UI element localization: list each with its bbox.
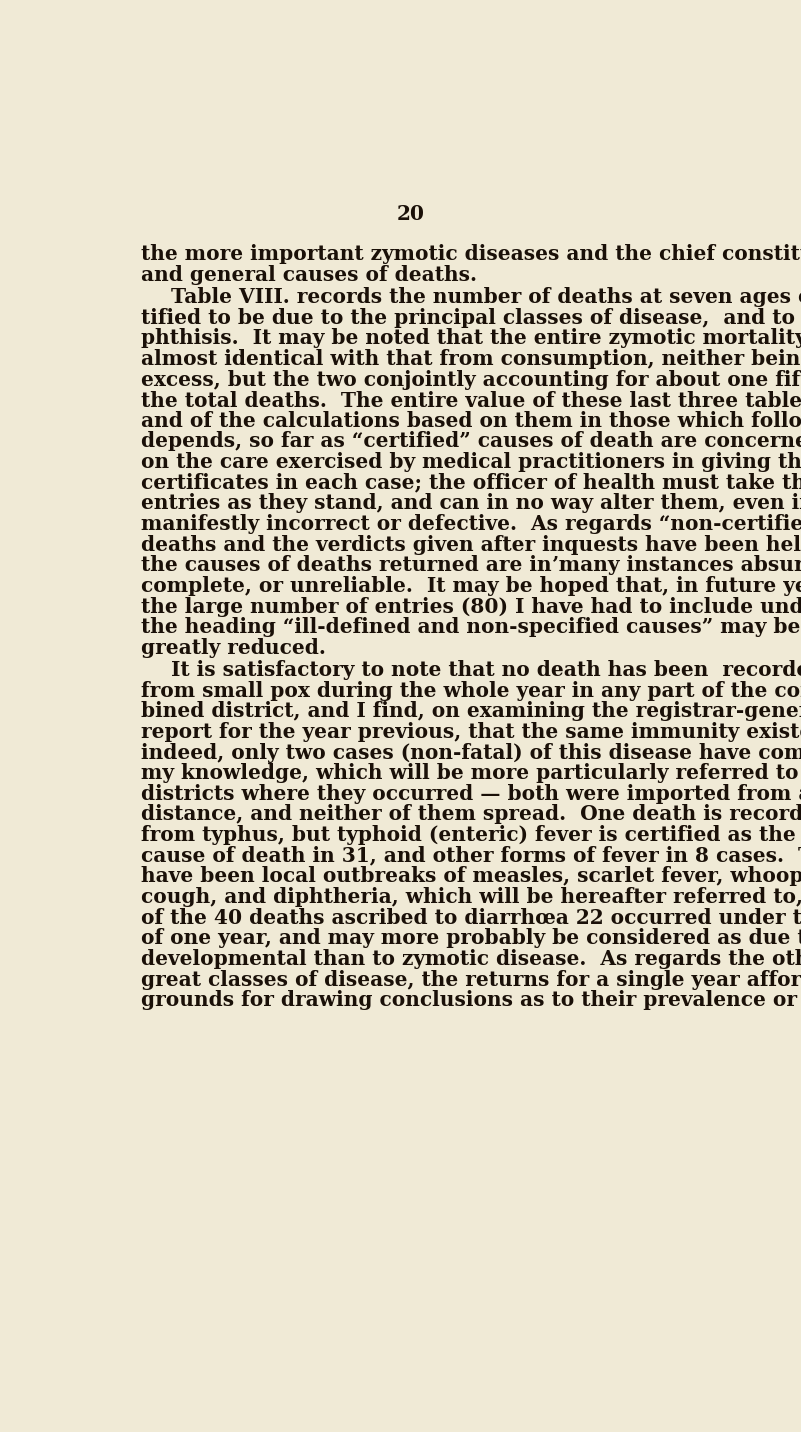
Text: It is satisfactory to note that no death has been  recorded: It is satisfactory to note that no death… [171, 660, 801, 680]
Text: Table VIII. records the number of deaths at seven ages cer-: Table VIII. records the number of deaths… [171, 286, 801, 306]
Text: certificates in each case; the officer of health must take the: certificates in each case; the officer o… [141, 473, 801, 493]
Text: 20: 20 [396, 205, 425, 225]
Text: cause of death in 31, and other forms of fever in 8 cases.  There: cause of death in 31, and other forms of… [141, 846, 801, 866]
Text: and of the calculations based on them in those which follow,: and of the calculations based on them in… [141, 411, 801, 431]
Text: developmental than to zymotic disease.  As regards the other: developmental than to zymotic disease. A… [141, 949, 801, 969]
Text: the total deaths.  The entire value of these last three tables,: the total deaths. The entire value of th… [141, 390, 801, 410]
Text: complete, or unreliable.  It may be hoped that, in future years,: complete, or unreliable. It may be hoped… [141, 576, 801, 596]
Text: from typhus, but typhoid (enteric) fever is certified as the: from typhus, but typhoid (enteric) fever… [141, 825, 796, 845]
Text: the heading “ill-defined and non-specified causes” may be: the heading “ill-defined and non-specifi… [141, 617, 800, 637]
Text: on the care exercised by medical practitioners in giving their: on the care exercised by medical practit… [141, 453, 801, 473]
Text: phthisis.  It may be noted that the entire zymotic mortality is: phthisis. It may be noted that the entir… [141, 328, 801, 348]
Text: tified to be due to the principal classes of disease,  and to: tified to be due to the principal classe… [141, 308, 795, 328]
Text: from small pox during the whole year in any part of the com-: from small pox during the whole year in … [141, 680, 801, 700]
Text: excess, but the two conjointly accounting for about one fifth of: excess, but the two conjointly accountin… [141, 369, 801, 390]
Text: distance, and neither of them spread.  One death is recorded: distance, and neither of them spread. On… [141, 805, 801, 825]
Text: greatly reduced.: greatly reduced. [141, 637, 326, 657]
Text: the causes of deaths returned are inʼmany instances absurd, in-: the causes of deaths returned are inʼman… [141, 556, 801, 576]
Text: almost identical with that from consumption, neither being in: almost identical with that from consumpt… [141, 349, 801, 369]
Text: entries as they stand, and can in no way alter them, even if: entries as they stand, and can in no way… [141, 494, 801, 514]
Text: of the 40 deaths ascribed to diarrhœa 22 occurred under the age: of the 40 deaths ascribed to diarrhœa 22… [141, 908, 801, 928]
Text: districts where they occurred — both were imported from a: districts where they occurred — both wer… [141, 783, 801, 803]
Text: my knowledge, which will be more particularly referred to in the: my knowledge, which will be more particu… [141, 763, 801, 783]
Text: have been local outbreaks of measles, scarlet fever, whooping: have been local outbreaks of measles, sc… [141, 866, 801, 886]
Text: great classes of disease, the returns for a single year afford no: great classes of disease, the returns fo… [141, 969, 801, 990]
Text: bined district, and I find, on examining the registrar-general’s: bined district, and I find, on examining… [141, 702, 801, 722]
Text: and general causes of deaths.: and general causes of deaths. [141, 265, 477, 285]
Text: of one year, and may more probably be considered as due to: of one year, and may more probably be co… [141, 928, 801, 948]
Text: report for the year previous, that the same immunity existed then;: report for the year previous, that the s… [141, 722, 801, 742]
Text: grounds for drawing conclusions as to their prevalence or the: grounds for drawing conclusions as to th… [141, 990, 801, 1010]
Text: the large number of entries (80) I have had to include under: the large number of entries (80) I have … [141, 597, 801, 617]
Text: deaths and the verdicts given after inquests have been held,: deaths and the verdicts given after inqu… [141, 534, 801, 554]
Text: cough, and diphtheria, which will be hereafter referred to, but: cough, and diphtheria, which will be her… [141, 886, 801, 906]
Text: manifestly incorrect or defective.  As regards “non-certified”: manifestly incorrect or defective. As re… [141, 514, 801, 534]
Text: depends, so far as “certified” causes of death are concerned,: depends, so far as “certified” causes of… [141, 431, 801, 451]
Text: indeed, only two cases (non-fatal) of this disease have come to: indeed, only two cases (non-fatal) of th… [141, 743, 801, 763]
Text: the more important zymotic diseases and the chief constitutional: the more important zymotic diseases and … [141, 245, 801, 265]
